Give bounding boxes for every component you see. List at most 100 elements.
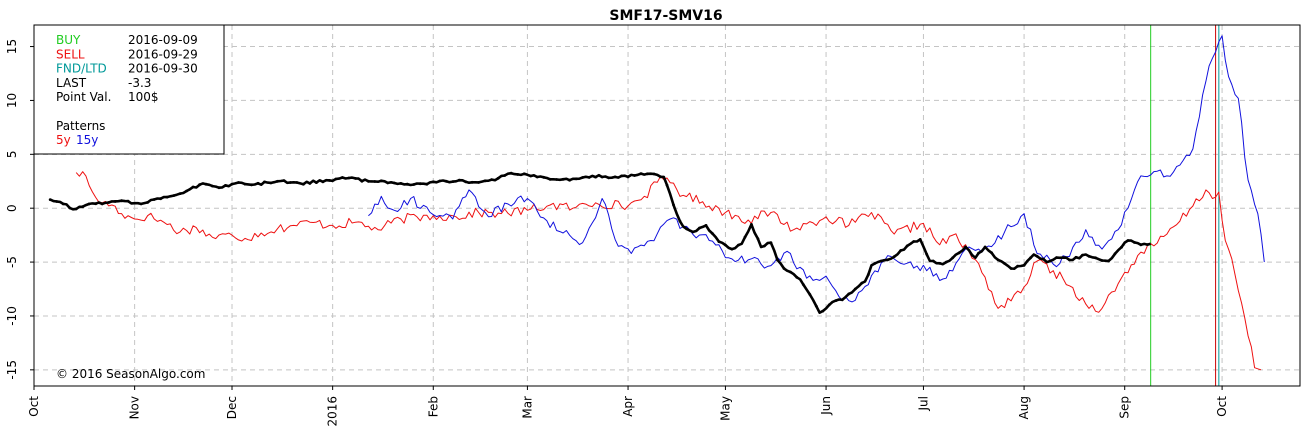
series-point [925,252,929,256]
y-tick-label: 0 [5,204,19,212]
series-point [724,243,727,247]
series-point [672,203,675,207]
series-point [386,181,390,185]
series-point [321,180,325,184]
series-point [1081,253,1084,257]
series-point [1016,264,1019,268]
y-tick-label: -15 [5,360,19,380]
series-point [490,178,494,182]
plot-frame [33,24,1301,387]
series-point [107,201,111,204]
series-point [477,181,481,184]
series-point [1068,258,1071,262]
series-point [795,275,799,279]
series-point [438,179,442,183]
series-point [198,183,202,187]
series-point [1061,256,1065,259]
series-point [626,175,630,179]
x-tick-label: Jun [819,396,833,416]
series-point [730,247,734,251]
series-point [204,182,208,186]
series-point [782,267,786,270]
series-point [120,199,123,203]
series-point [763,244,766,248]
series-point [711,232,714,235]
legend-key: FND/LTD [56,62,107,76]
series-point [516,173,520,176]
series-point [951,256,955,260]
series-point [256,181,260,185]
series-point [542,175,545,179]
series-point [892,255,896,259]
series-point [81,205,85,209]
series-point [529,174,533,178]
series-point [431,180,435,184]
series-point [1139,243,1143,247]
series-point [756,237,760,241]
series-point [607,176,610,180]
series-point [276,179,279,183]
series-point [717,240,721,244]
series-line-smf17-smv16 [49,171,1152,315]
series-point [1113,252,1117,256]
series-point [840,298,844,302]
series-point [100,202,104,206]
legend-key: Point Val. [56,90,111,104]
series-point [230,182,234,186]
series-point [535,175,539,179]
series-point [983,245,987,249]
series-point [814,304,818,308]
series-point [789,270,792,274]
series-point [1048,259,1052,263]
series-point [561,177,565,181]
copyright-notice: © 2016 SeasonAlgo.com [56,367,205,381]
series-point [646,172,649,176]
series-point [944,260,948,264]
series-point [470,180,474,184]
series-lines [48,35,1265,371]
x-tick-label: Sep [1118,396,1132,419]
series-point [61,202,65,206]
series-point [847,292,851,296]
x-tick-label: Feb [426,396,440,417]
x-tick-label: Jul [916,396,930,411]
y-axis: 15 10 5 0 -5 -10 -15 [5,39,34,380]
series-point [977,251,980,255]
series-point [302,182,305,186]
series-point [295,181,299,184]
series-point [159,197,163,201]
series-point [574,177,578,181]
series-point [990,251,993,255]
series-point [360,179,364,183]
series-point [263,180,266,184]
legend-value: 2016-09-29 [128,47,198,61]
series-point [866,273,870,277]
series-point [970,253,974,257]
legend: BUY 2016-09-09 SELL 2016-09-29 FND/LTD 2016-0… [33,24,225,155]
series-point [74,207,78,211]
series-point [996,258,1000,262]
x-tick-label: Mar [520,396,534,419]
series-point [801,283,805,286]
legend-value: 100$ [128,90,159,104]
series-point [957,251,961,255]
x-tick-label: Apr [621,396,635,417]
series-point [418,182,422,186]
series-point [555,178,558,181]
series-point [315,181,318,185]
series-point [412,183,416,186]
series-point [250,183,253,187]
x-tick-label: Nov [128,396,142,419]
series-point [659,175,662,179]
series-point [737,243,740,247]
x-axis: Oct Nov Dec 2016 Feb Mar Apr May Jun Jul Aug Sep Oct [27,386,1229,427]
legend-key: SELL [56,47,85,61]
series-point [464,180,468,184]
series-point [879,259,883,263]
series-point [568,178,571,182]
series-point [289,181,292,184]
series-point [548,177,552,181]
series-point [191,185,195,189]
series-point [905,244,909,248]
